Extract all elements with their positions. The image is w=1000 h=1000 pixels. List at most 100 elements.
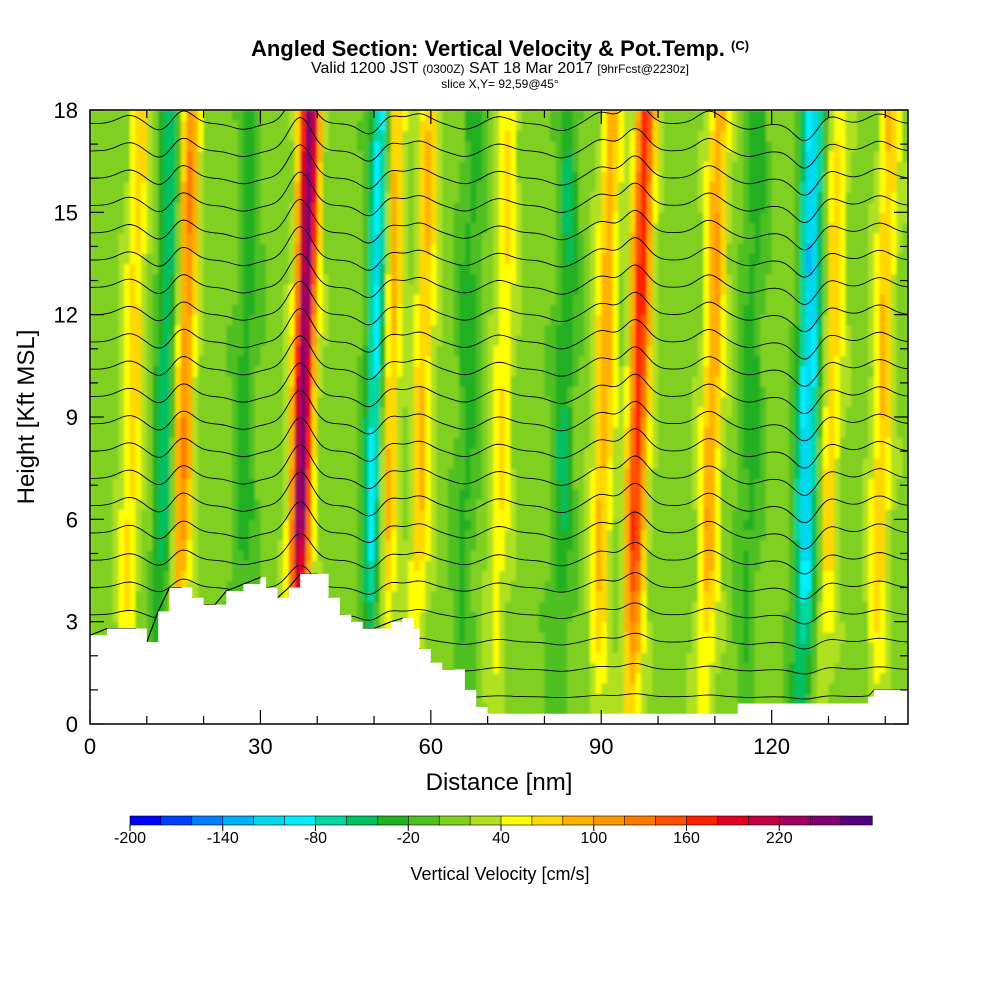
velocity-cell bbox=[521, 683, 528, 694]
velocity-cell bbox=[209, 335, 216, 346]
velocity-cell bbox=[158, 591, 165, 602]
velocity-cell bbox=[516, 427, 523, 438]
velocity-cell bbox=[487, 324, 494, 336]
velocity-cell bbox=[464, 498, 472, 510]
velocity-cell bbox=[271, 304, 279, 316]
velocity-cell bbox=[482, 232, 489, 244]
velocity-cell bbox=[408, 457, 415, 469]
velocity-cell bbox=[135, 580, 142, 592]
velocity-cell bbox=[464, 222, 472, 234]
velocity-cell bbox=[408, 396, 415, 408]
velocity-cell bbox=[482, 529, 489, 541]
velocity-cell bbox=[538, 611, 546, 623]
velocity-cell bbox=[504, 457, 511, 469]
velocity-cell bbox=[550, 437, 557, 449]
velocity-cell bbox=[118, 335, 125, 346]
velocity-cell bbox=[209, 130, 216, 142]
velocity-cell bbox=[328, 355, 335, 367]
velocity-cell bbox=[101, 181, 108, 193]
velocity-cell bbox=[232, 181, 239, 193]
velocity-cell bbox=[464, 191, 472, 203]
velocity-cell bbox=[112, 601, 119, 612]
velocity-cell bbox=[413, 478, 421, 490]
velocity-cell bbox=[254, 120, 261, 131]
velocity-cell bbox=[141, 468, 148, 479]
velocity-cell bbox=[550, 509, 557, 520]
velocity-cell bbox=[362, 560, 369, 572]
velocity-cell bbox=[175, 130, 182, 142]
velocity-cell bbox=[192, 570, 199, 582]
velocity-cell bbox=[499, 345, 506, 357]
velocity-cell bbox=[413, 171, 421, 183]
velocity-cell bbox=[90, 365, 97, 377]
velocity-cell bbox=[425, 427, 432, 438]
velocity-cell bbox=[504, 130, 511, 142]
velocity-cell bbox=[90, 304, 97, 316]
velocity-cell bbox=[470, 642, 477, 653]
velocity-cell bbox=[300, 437, 307, 449]
velocity-cell bbox=[408, 539, 415, 551]
velocity-cell bbox=[362, 284, 369, 295]
velocity-cell bbox=[220, 273, 227, 285]
velocity-cell bbox=[180, 427, 188, 438]
velocity-cell bbox=[322, 284, 330, 295]
velocity-cell bbox=[351, 263, 358, 275]
velocity-cell bbox=[243, 212, 250, 224]
velocity-cell bbox=[339, 202, 347, 213]
velocity-cell bbox=[163, 232, 171, 244]
velocity-cell bbox=[192, 304, 199, 316]
velocity-cell bbox=[368, 488, 375, 500]
velocity-cell bbox=[538, 672, 546, 684]
velocity-cell bbox=[317, 110, 324, 121]
velocity-cell bbox=[266, 457, 273, 469]
velocity-cell bbox=[339, 560, 347, 572]
velocity-cell bbox=[107, 591, 114, 602]
velocity-cell bbox=[555, 662, 563, 674]
velocity-cell bbox=[300, 417, 307, 428]
velocity-cell bbox=[453, 519, 460, 531]
velocity-cell bbox=[300, 284, 307, 295]
velocity-cell bbox=[555, 345, 563, 357]
velocity-cell bbox=[90, 314, 97, 326]
velocity-cell bbox=[277, 519, 284, 531]
velocity-cell bbox=[550, 273, 557, 285]
velocity-cell bbox=[152, 120, 159, 131]
velocity-cell bbox=[533, 662, 540, 674]
velocity-cell bbox=[357, 519, 364, 531]
velocity-cell bbox=[95, 243, 102, 254]
velocity-cell bbox=[334, 110, 341, 121]
velocity-cell bbox=[107, 161, 114, 172]
velocity-cell bbox=[470, 447, 477, 459]
velocity-cell bbox=[521, 386, 528, 398]
velocity-cell bbox=[550, 662, 557, 674]
velocity-cell bbox=[180, 437, 188, 449]
velocity-cell bbox=[232, 304, 239, 316]
velocity-cell bbox=[453, 294, 460, 305]
velocity-cell bbox=[294, 376, 301, 387]
velocity-cell bbox=[175, 171, 182, 183]
velocity-cell bbox=[95, 181, 102, 193]
velocity-cell bbox=[345, 110, 352, 121]
velocity-cell bbox=[186, 294, 193, 305]
velocity-cell bbox=[419, 570, 426, 582]
velocity-cell bbox=[538, 550, 546, 561]
velocity-cell bbox=[351, 284, 358, 295]
velocity-cell bbox=[493, 539, 500, 551]
velocity-cell bbox=[544, 601, 551, 612]
velocity-cell bbox=[487, 519, 494, 531]
velocity-cell bbox=[470, 437, 477, 449]
velocity-cell bbox=[425, 120, 432, 131]
velocity-cell bbox=[430, 437, 438, 449]
velocity-cell bbox=[555, 519, 563, 531]
velocity-cell bbox=[169, 161, 176, 172]
velocity-cell bbox=[493, 652, 500, 664]
velocity-cell bbox=[419, 601, 426, 612]
velocity-cell bbox=[527, 427, 534, 438]
velocity-cell bbox=[533, 171, 540, 183]
velocity-cell bbox=[95, 437, 102, 449]
velocity-cell bbox=[487, 171, 494, 183]
velocity-cell bbox=[464, 202, 472, 213]
velocity-cell bbox=[220, 396, 227, 408]
velocity-cell bbox=[305, 468, 313, 479]
velocity-cell bbox=[487, 130, 494, 142]
